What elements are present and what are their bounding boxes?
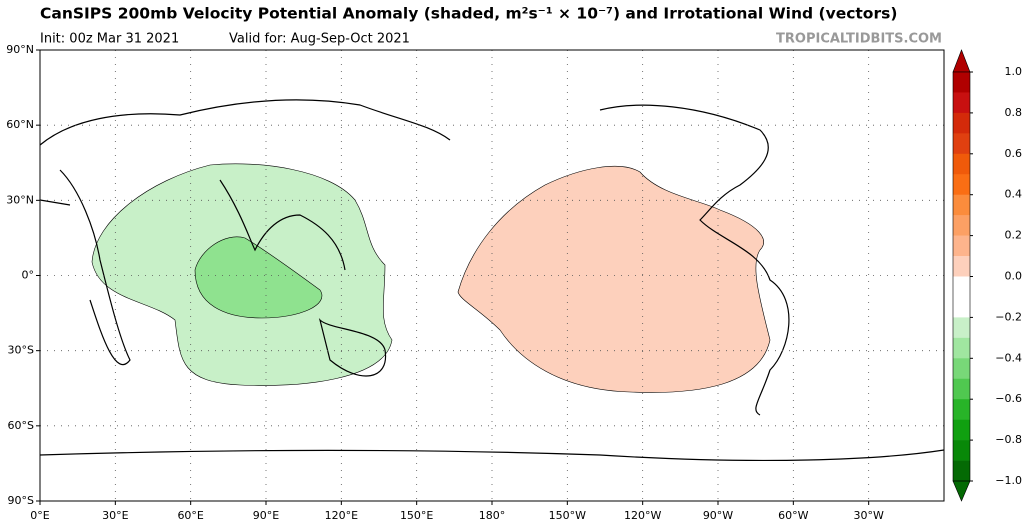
colorbar-segment [953, 337, 970, 359]
lon-label: 60°E [177, 509, 203, 522]
colorbar-segment [953, 133, 970, 155]
negative-anomaly-core [194, 236, 323, 319]
lon-label: 60°W [778, 509, 808, 522]
colorbar-label: 0.4 [1005, 188, 1023, 201]
lon-label: 150°W [549, 509, 586, 522]
lat-label: 60°N [6, 118, 34, 131]
colorbar-segment [953, 235, 970, 257]
valid-time: Valid for: Aug-Sep-Oct 2021 [229, 32, 410, 47]
colorbar-segment [953, 174, 970, 195]
lat-label: 90°S [8, 494, 34, 507]
lat-label: 0° [22, 269, 35, 282]
colorbar-segment [953, 153, 970, 175]
lon-label: 0°E [30, 509, 49, 522]
colorbar-segment [953, 378, 970, 400]
lon-label: 90°E [253, 509, 279, 522]
title: CanSIPS 200mb Velocity Potential Anomaly… [40, 5, 897, 23]
lon-label: 30°E [102, 509, 128, 522]
colorbar-extend-top [952, 49, 971, 73]
colorbar-segment [953, 296, 970, 318]
init-time: Init: 00z Mar 31 2021 [40, 32, 179, 47]
colorbar-label: −1.0 [995, 474, 1022, 487]
colorbar-label: −0.6 [995, 392, 1022, 405]
colorbar-label: −0.8 [995, 433, 1022, 446]
colorbar-segment [953, 194, 970, 216]
colorbar-label: 0.2 [1005, 229, 1023, 242]
colorbar-label: −0.4 [995, 351, 1022, 364]
lon-label: 30°W [853, 509, 883, 522]
lat-label: 90°N [6, 43, 34, 56]
colorbar-segment [953, 276, 970, 298]
colorbar: 1.0 0.8 0.6 0.4 0.2 0.0 −0.2 −0.4 −0.6 −0.8 −1.0 [952, 49, 1023, 502]
colorbar-label: 1.0 [1005, 65, 1023, 78]
colorbar-label: 0.6 [1005, 147, 1023, 160]
positive-anomaly [457, 166, 771, 393]
colorbar-extend-bottom [952, 480, 971, 502]
colorbar-segment [953, 92, 970, 114]
colorbar-segment [953, 358, 970, 380]
colorbar-label: −0.2 [995, 310, 1022, 323]
lat-label: 30°S [8, 344, 34, 357]
colorbar-segment [953, 72, 970, 93]
lon-label: 90°W [703, 509, 733, 522]
lon-label: 120°E [325, 509, 358, 522]
colorbar-segment [953, 215, 970, 236]
colorbar-segment [953, 317, 970, 339]
colorbar-segment [953, 112, 970, 134]
colorbar-segment [953, 460, 970, 482]
lat-label: 30°N [6, 193, 34, 206]
lat-label: 60°S [8, 419, 34, 432]
colorbar-segment [953, 440, 970, 461]
lon-label: 150°E [400, 509, 433, 522]
credit: TROPICALTIDBITS.COM [776, 32, 942, 47]
map [39, 49, 945, 502]
colorbar-segment [953, 419, 970, 441]
lon-label: 120°W [624, 509, 661, 522]
colorbar-label: 0.8 [1005, 106, 1023, 119]
colorbar-label: 0.0 [1005, 270, 1023, 283]
colorbar-segment [953, 256, 970, 277]
lon-label: 180° [479, 509, 506, 522]
colorbar-segment [953, 399, 970, 420]
